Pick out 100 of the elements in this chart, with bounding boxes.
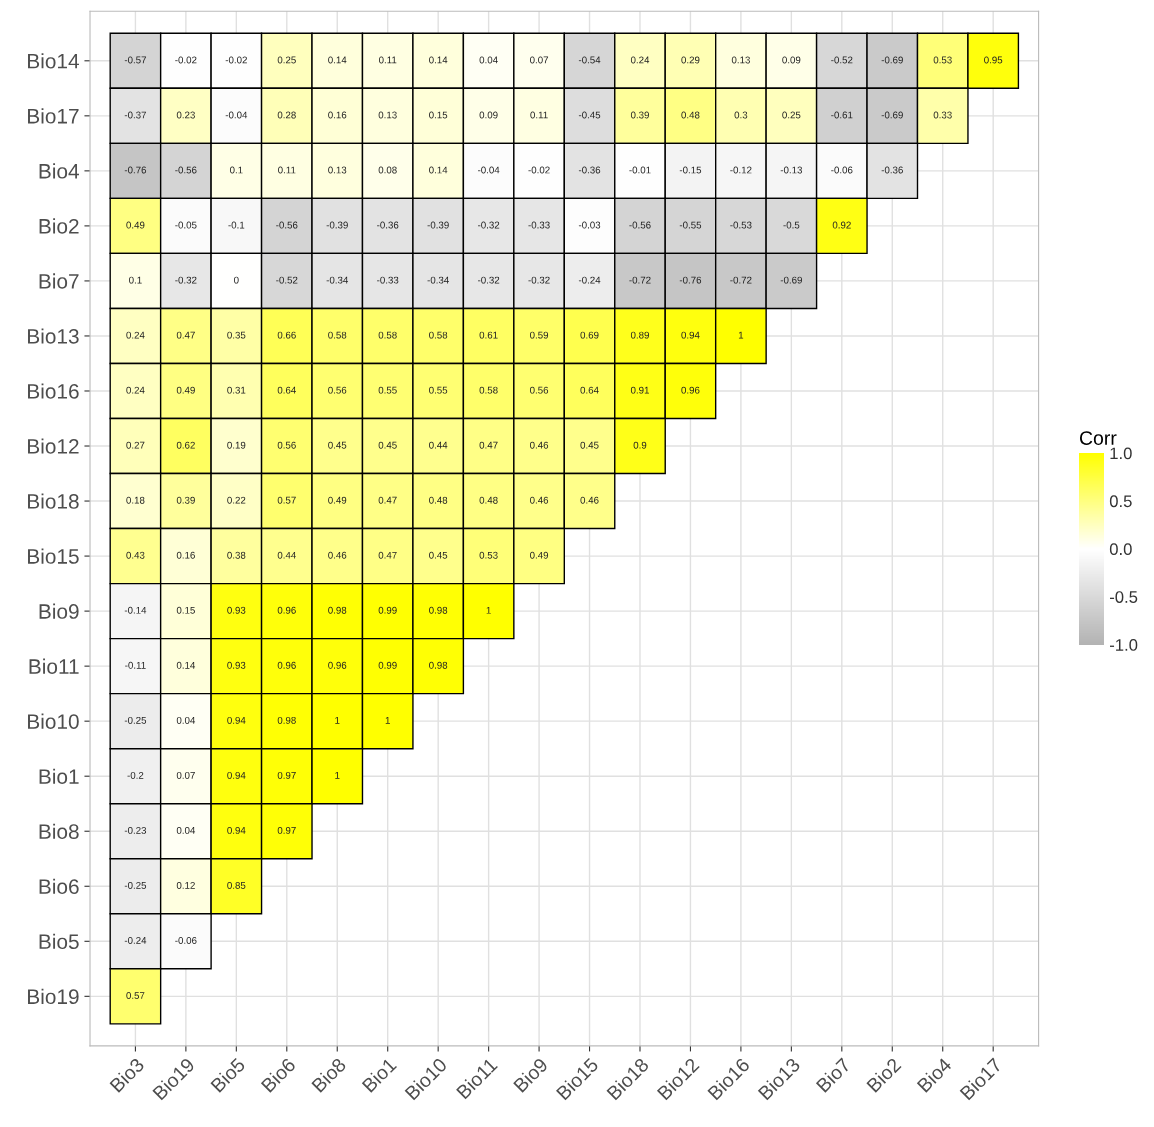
data-label: 0.46 [530, 441, 549, 449]
data-label: 0.33 [933, 111, 952, 119]
y-tick-label: Bio10 [28, 713, 79, 729]
data-label: -0.34 [427, 276, 449, 284]
data-label: 0.48 [429, 496, 448, 504]
data-label: -0.25 [124, 881, 147, 889]
data-label: -0.32 [528, 276, 550, 284]
data-label: -0.04 [225, 111, 248, 119]
color-bar-label: -0.5 [1109, 591, 1138, 603]
data-label: 0.1 [229, 166, 243, 174]
data-label: -0.36 [377, 221, 399, 229]
data-label: 0.98 [277, 716, 296, 724]
data-label: 0.43 [126, 551, 145, 559]
data-label: -0.02 [528, 166, 550, 174]
data-label: 0.47 [176, 331, 195, 339]
data-label: -0.12 [730, 166, 752, 174]
data-label: 0.08 [378, 166, 397, 174]
data-label: 0.9 [633, 441, 647, 449]
data-label: 0.45 [328, 441, 347, 449]
data-label: 0.44 [277, 551, 296, 559]
data-label: 0.46 [580, 496, 599, 504]
data-label: 0.96 [277, 606, 296, 614]
data-label: 0.13 [731, 56, 750, 64]
data-label: -0.11 [125, 661, 146, 669]
data-label: 0.39 [630, 111, 649, 119]
data-label: 0.64 [580, 386, 599, 394]
data-label: 0.96 [681, 386, 700, 394]
data-label: 0.22 [227, 496, 246, 504]
data-label: 0.58 [328, 331, 347, 339]
color-bar-title: Corr [1079, 431, 1117, 445]
data-label: -0.04 [477, 166, 500, 174]
data-label: 0.49 [176, 386, 195, 394]
data-label: 0.04 [176, 716, 196, 724]
data-label: 0.09 [782, 56, 801, 64]
data-label: -0.54 [578, 56, 601, 64]
data-label: 0.56 [328, 386, 347, 394]
data-label: 0.48 [681, 111, 700, 119]
data-label: 0.55 [429, 386, 448, 394]
y-tick-label: Bio11 [29, 658, 79, 674]
data-label: 1 [385, 717, 390, 724]
y-tick-label: Bio14 [28, 53, 79, 69]
data-label: 0.98 [429, 661, 448, 669]
data-label: 0.46 [328, 551, 347, 559]
color-bar-label: 0.5 [1109, 495, 1132, 508]
color-bar-label: -1.0 [1109, 639, 1138, 651]
data-label: 0.23 [176, 111, 195, 119]
data-label: 0.99 [378, 606, 397, 614]
data-label: 0.1 [129, 276, 142, 284]
y-tick-label: Bio17 [28, 108, 79, 124]
data-label: 0.61 [479, 331, 498, 339]
data-label: 0.56 [277, 441, 296, 449]
data-label: 0.66 [277, 331, 296, 339]
data-label: 0.18 [126, 496, 145, 504]
data-label: 0.07 [176, 771, 195, 779]
data-label: 0.11 [378, 56, 397, 64]
data-label: 0.94 [681, 331, 700, 339]
data-label: 0.47 [378, 551, 397, 559]
data-label: -0.56 [629, 221, 651, 229]
data-label: -0.24 [578, 276, 601, 284]
y-tick-label: Bio7 [39, 273, 79, 289]
data-label: 0.56 [530, 386, 549, 394]
data-label: 0.98 [328, 606, 347, 614]
data-label: 0.58 [429, 331, 448, 339]
data-label: 0.19 [227, 441, 246, 449]
data-label: 0.93 [227, 661, 246, 669]
y-tick-label: Bio5 [39, 933, 79, 950]
data-label: 0.64 [277, 386, 296, 394]
data-label: -0.06 [831, 166, 853, 174]
data-label: -0.32 [477, 221, 500, 229]
y-tick-label: Bio9 [39, 603, 79, 619]
data-label: -0.72 [629, 276, 651, 284]
data-label: 0.14 [429, 166, 448, 174]
data-label: 0.14 [328, 56, 347, 64]
data-label: -0.72 [730, 276, 752, 284]
data-label: 0.28 [277, 111, 296, 119]
data-label: 0.35 [227, 331, 246, 339]
data-label: 0.49 [126, 221, 145, 229]
data-label: 0.29 [681, 56, 700, 64]
y-tick-label: Bio2 [39, 218, 79, 234]
data-label: 0.14 [176, 661, 196, 669]
data-label: -0.2 [127, 771, 144, 779]
data-label: 0.04 [176, 826, 196, 834]
data-label: 1 [486, 606, 491, 614]
data-label: 0.97 [277, 826, 296, 834]
data-label: -0.53 [730, 221, 752, 229]
data-label: 0.48 [479, 496, 498, 504]
data-label: 0.45 [580, 441, 599, 449]
data-label: 0.59 [530, 331, 549, 339]
data-label: -0.32 [175, 276, 197, 284]
data-label: -0.39 [326, 221, 348, 229]
data-label: -0.34 [326, 276, 349, 284]
data-label: 0.97 [277, 771, 296, 779]
data-label: -0.76 [679, 276, 702, 284]
data-label: 0.39 [176, 496, 195, 504]
data-label: 0.25 [782, 111, 801, 119]
data-label: 0.16 [328, 111, 347, 119]
data-label: 0.07 [530, 56, 549, 64]
data-label: 0.44 [429, 441, 448, 449]
data-label: 0.57 [126, 992, 145, 999]
data-label: -0.56 [175, 166, 197, 174]
